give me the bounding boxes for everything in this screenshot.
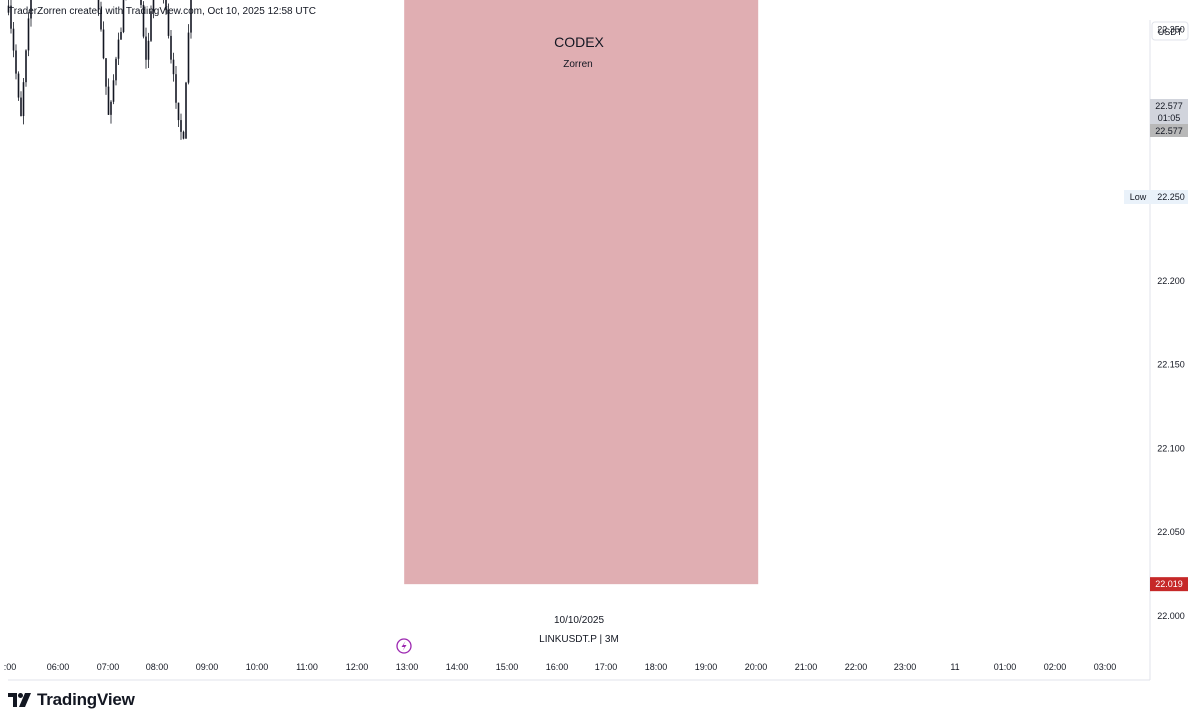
candle-42 (112, 74, 115, 105)
candle-63 (165, 0, 167, 15)
brand-name: TradingView (37, 690, 135, 709)
candle-5 (20, 91, 22, 117)
lightning-icon[interactable] (396, 638, 412, 654)
bar-countdown-text: 01:05 (1158, 113, 1181, 123)
price-tick-11: 22.100 (1157, 443, 1185, 453)
stop-price-label[interactable]: 22.019 (1150, 577, 1188, 592)
low-price-label[interactable]: Low 22.250 (1124, 190, 1188, 204)
annotation-symbol: LINKUSDT.P | 3M (539, 634, 619, 645)
candles-layer (7, 0, 192, 140)
candle-2 (12, 21, 15, 58)
candle-65 (170, 29, 172, 64)
currency-label: USDT (1158, 27, 1183, 37)
candle-53 (140, 0, 142, 8)
time-tick-15: 20:00 (745, 662, 768, 672)
time-tick-9: 14:00 (446, 662, 469, 672)
time-tick-3: 08:00 (146, 662, 169, 672)
time-tick-14: 19:00 (695, 662, 718, 672)
time-tick-1: 06:00 (47, 662, 70, 672)
candle-8 (27, 12, 30, 57)
candle-58 (152, 0, 155, 19)
price-tick-13: 22.000 (1157, 611, 1185, 621)
annotation-author: Zorren (563, 59, 592, 70)
position-target-zone[interactable] (404, 0, 759, 585)
price-tick-6: 22.350 (1157, 24, 1185, 34)
stop-price-label-text: 22.019 (1155, 579, 1183, 589)
low-value-text: 22.250 (1157, 192, 1185, 202)
time-tick-20: 01:00 (994, 662, 1017, 672)
candle-66 (172, 52, 175, 82)
candle-69 (180, 113, 182, 140)
annotation-date: 10/10/2025 (554, 615, 604, 626)
low-tag-text: Low (1130, 192, 1147, 202)
candle-64 (167, 3, 170, 39)
candle-44 (117, 32, 120, 66)
candle-55 (145, 27, 147, 69)
candle-9 (30, 0, 32, 27)
time-tick-10: 15:00 (496, 662, 519, 672)
candle-36 (97, 0, 100, 16)
time-tick-21: 02:00 (1044, 662, 1067, 672)
candle-72 (187, 24, 190, 85)
chart-attribution: TraderZorren created with TradingView.co… (8, 6, 316, 17)
time-tick-12: 17:00 (595, 662, 618, 672)
tradingview-logo-icon (8, 693, 31, 707)
currency-button[interactable]: USDT (1151, 21, 1189, 41)
time-tick-8: 13:00 (396, 662, 419, 672)
candle-38 (102, 21, 105, 60)
annotation-title: CODEX (554, 34, 604, 50)
time-tick-7: 12:00 (346, 662, 369, 672)
time-tick-22: 03:00 (1094, 662, 1117, 672)
candle-41 (110, 100, 112, 124)
candle-46 (122, 0, 125, 34)
time-tick-6: 11:00 (296, 662, 318, 672)
candle-0 (7, 0, 10, 16)
candle-4 (17, 71, 20, 101)
candle-37 (100, 1, 102, 32)
time-tick-16: 21:00 (795, 662, 818, 672)
candle-62 (163, 0, 164, 4)
time-tick-5: 10:00 (246, 662, 269, 672)
last-price-2-text: 22.577 (1155, 126, 1183, 136)
candle-7 (25, 49, 27, 87)
candle-43 (115, 56, 117, 86)
candle-71 (185, 81, 187, 139)
time-tick-18: 23:00 (894, 662, 917, 672)
candle-68 (177, 102, 180, 127)
candle-40 (107, 78, 110, 116)
price-tick-12: 22.050 (1157, 527, 1185, 537)
candle-56 (147, 32, 150, 69)
price-tick-10: 22.150 (1157, 360, 1185, 370)
candle-70 (182, 130, 185, 140)
candle-54 (142, 1, 145, 39)
last-price-label[interactable]: 22.577 01:05 22.577 (1150, 99, 1188, 137)
time-tick-2: 07:00 (97, 662, 120, 672)
candle-73 (190, 0, 192, 39)
time-tick-17: 22:00 (845, 662, 868, 672)
time-tick-0: :00 (4, 662, 17, 672)
candle-57 (150, 5, 152, 43)
time-tick-13: 18:00 (645, 662, 668, 672)
time-tick-11: 16:00 (546, 662, 569, 672)
candle-6 (22, 77, 25, 125)
tradingview-brand[interactable]: TradingView (8, 690, 135, 710)
candle-3 (15, 44, 17, 80)
time-tick-19: 11 (950, 662, 959, 672)
candle-1 (10, 0, 12, 34)
last-price-text: 22.577 (1155, 101, 1183, 111)
candle-39 (105, 58, 107, 95)
price-tick-9: 22.200 (1157, 276, 1185, 286)
candle-67 (175, 65, 177, 109)
candle-45 (120, 27, 122, 40)
time-tick-4: 09:00 (196, 662, 219, 672)
